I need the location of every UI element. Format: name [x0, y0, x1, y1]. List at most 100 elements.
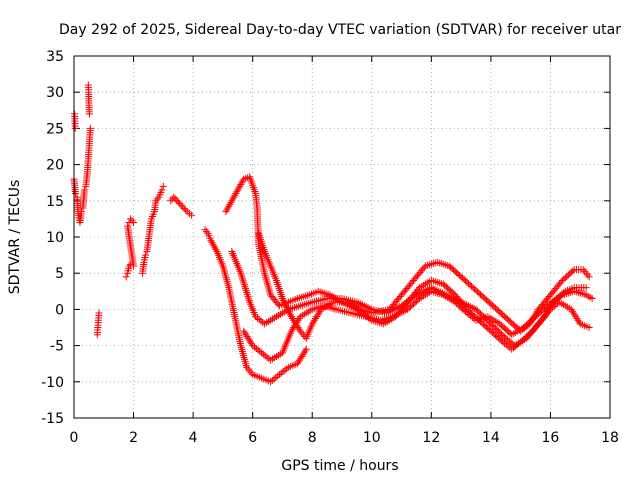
data-point: [243, 333, 251, 341]
data-point: [504, 336, 512, 344]
data-point: [233, 188, 241, 196]
data-point: [281, 300, 289, 308]
data-point: [287, 327, 295, 335]
data-point: [302, 345, 310, 353]
y-tick-label: 30: [46, 85, 64, 101]
data-point: [234, 186, 242, 194]
data-point: [170, 193, 178, 201]
data-point: [505, 337, 513, 345]
data-point: [500, 333, 508, 341]
data-point: [573, 314, 581, 322]
data-point: [173, 196, 181, 204]
data-point: [127, 215, 135, 223]
data-point: [491, 324, 499, 332]
data-point: [182, 206, 190, 214]
data-point: [315, 309, 323, 317]
data-point: [261, 352, 269, 360]
data-point: [152, 197, 160, 205]
data-point: [300, 349, 308, 357]
data-point: [231, 191, 239, 199]
data-point: [287, 313, 295, 321]
data-point: [508, 345, 516, 353]
x-tick-labels: 0 2 4 6 8 10 12 14 16 18: [70, 430, 619, 446]
y-tick-label: 5: [55, 266, 64, 282]
data-point: [179, 203, 187, 211]
data-point: [556, 292, 564, 300]
data-point: [286, 311, 294, 319]
x-tick-label: 0: [70, 430, 79, 446]
y-tick-label: 0: [55, 302, 64, 318]
data-point: [250, 343, 258, 351]
data-point: [71, 124, 79, 132]
data-point: [296, 356, 304, 364]
data-point: [203, 228, 211, 236]
data-point: [244, 365, 252, 373]
data-point: [153, 195, 161, 203]
data-point: [244, 334, 252, 342]
data-point: [263, 353, 271, 361]
data-point: [259, 350, 267, 358]
data-point: [502, 341, 510, 349]
data-point: [296, 327, 304, 335]
data-point: [212, 246, 220, 254]
data-point: [280, 298, 288, 306]
data-point: [547, 299, 555, 307]
data-point: [314, 311, 322, 319]
data-point: [308, 320, 316, 328]
data-point: [272, 373, 280, 381]
data-point: [293, 360, 301, 368]
data-point: [279, 368, 287, 376]
y-tick-labels: -15 -10 -5 0 5 10 15 20 25 30 35: [41, 49, 64, 427]
x-tick-label: 6: [248, 430, 257, 446]
data-point: [504, 342, 512, 350]
data-point: [235, 184, 243, 192]
data-point: [584, 271, 592, 279]
x-tick-label: 10: [363, 430, 381, 446]
data-point: [295, 325, 303, 333]
data-point: [502, 334, 510, 342]
data-point: [230, 193, 238, 201]
data-point: [141, 251, 149, 259]
data-point: [281, 366, 289, 374]
data-point: [554, 293, 562, 301]
data-point: [246, 338, 254, 346]
data-point: [497, 330, 505, 338]
x-tick-label: 14: [482, 430, 500, 446]
data-point: [546, 305, 554, 313]
data-point: [488, 321, 496, 329]
data-point: [475, 308, 483, 316]
data-point: [77, 208, 85, 216]
data-point: [268, 376, 276, 384]
data-point: [552, 295, 560, 303]
x-tick-label: 4: [189, 430, 198, 446]
data-point: [310, 316, 318, 324]
data-point: [284, 305, 292, 313]
data-point: [253, 314, 261, 322]
data-point: [582, 284, 590, 292]
data-point: [223, 206, 231, 214]
data-point: [297, 354, 305, 362]
data-point: [174, 198, 182, 206]
data-point: [569, 267, 577, 275]
data-point: [86, 124, 94, 132]
data-point: [226, 200, 234, 208]
data-point: [71, 190, 79, 198]
y-tick-label: 15: [46, 194, 64, 210]
data-point: [496, 329, 504, 337]
data-point: [507, 339, 515, 347]
data-point: [158, 186, 166, 194]
data-point: [240, 327, 248, 335]
data-point: [558, 290, 566, 298]
data-point: [499, 331, 507, 339]
y-tick-label: 10: [46, 230, 64, 246]
data-point: [312, 314, 320, 322]
data-point: [257, 317, 265, 325]
data-point: [246, 367, 254, 375]
data-point: [574, 316, 582, 324]
data-point: [588, 295, 596, 303]
data-point: [167, 197, 175, 205]
data-point: [571, 311, 579, 319]
data-point: [252, 313, 260, 321]
